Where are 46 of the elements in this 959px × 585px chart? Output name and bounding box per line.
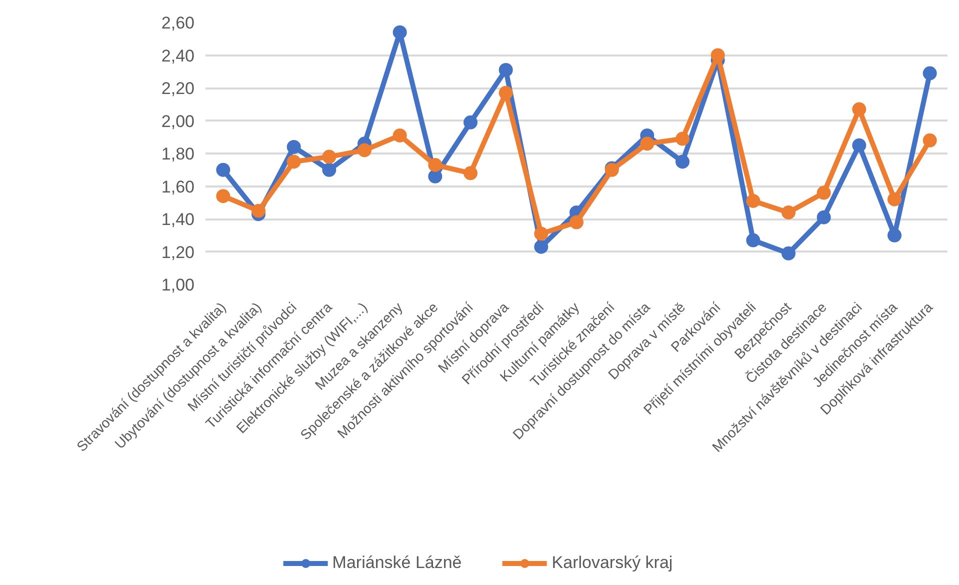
point	[922, 66, 937, 80]
point	[816, 186, 831, 200]
point	[216, 162, 230, 177]
point	[286, 140, 301, 154]
y-tick-label: 1,00	[161, 276, 195, 294]
point	[286, 154, 301, 169]
point	[782, 246, 796, 260]
y-tick-label: 2,40	[161, 46, 195, 66]
point	[852, 102, 866, 116]
point	[392, 25, 407, 40]
point	[710, 48, 725, 62]
point	[782, 205, 796, 220]
point	[392, 128, 407, 142]
point	[676, 154, 690, 169]
legend-label: Mariánské Lázně	[332, 553, 462, 573]
point	[534, 240, 548, 254]
point	[216, 189, 230, 204]
point	[322, 162, 336, 177]
point	[922, 133, 937, 148]
point	[746, 233, 760, 248]
point	[252, 204, 266, 218]
point	[888, 228, 902, 242]
point	[428, 169, 442, 184]
y-tick-label: 1,60	[161, 177, 195, 196]
point	[570, 215, 584, 230]
point	[322, 150, 336, 164]
point	[464, 115, 478, 130]
y-tick-label: 2,00	[161, 112, 195, 131]
point	[498, 86, 513, 100]
point	[888, 192, 902, 206]
point	[816, 210, 831, 224]
point	[640, 136, 654, 151]
point	[534, 226, 548, 241]
y-tick-label: 1,20	[161, 242, 195, 262]
legend-label: Karlovarský kraj	[552, 553, 673, 573]
y-tick-label: 2,60	[161, 14, 195, 32]
point	[746, 194, 760, 208]
y-tick-label: 1,80	[161, 144, 195, 164]
y-tick-label: 2,20	[161, 79, 195, 98]
point	[464, 166, 478, 180]
point	[428, 158, 442, 172]
point	[676, 132, 690, 146]
y-tick-label: 1,40	[161, 210, 195, 229]
point	[358, 143, 372, 158]
point	[852, 138, 866, 152]
point	[498, 63, 513, 77]
